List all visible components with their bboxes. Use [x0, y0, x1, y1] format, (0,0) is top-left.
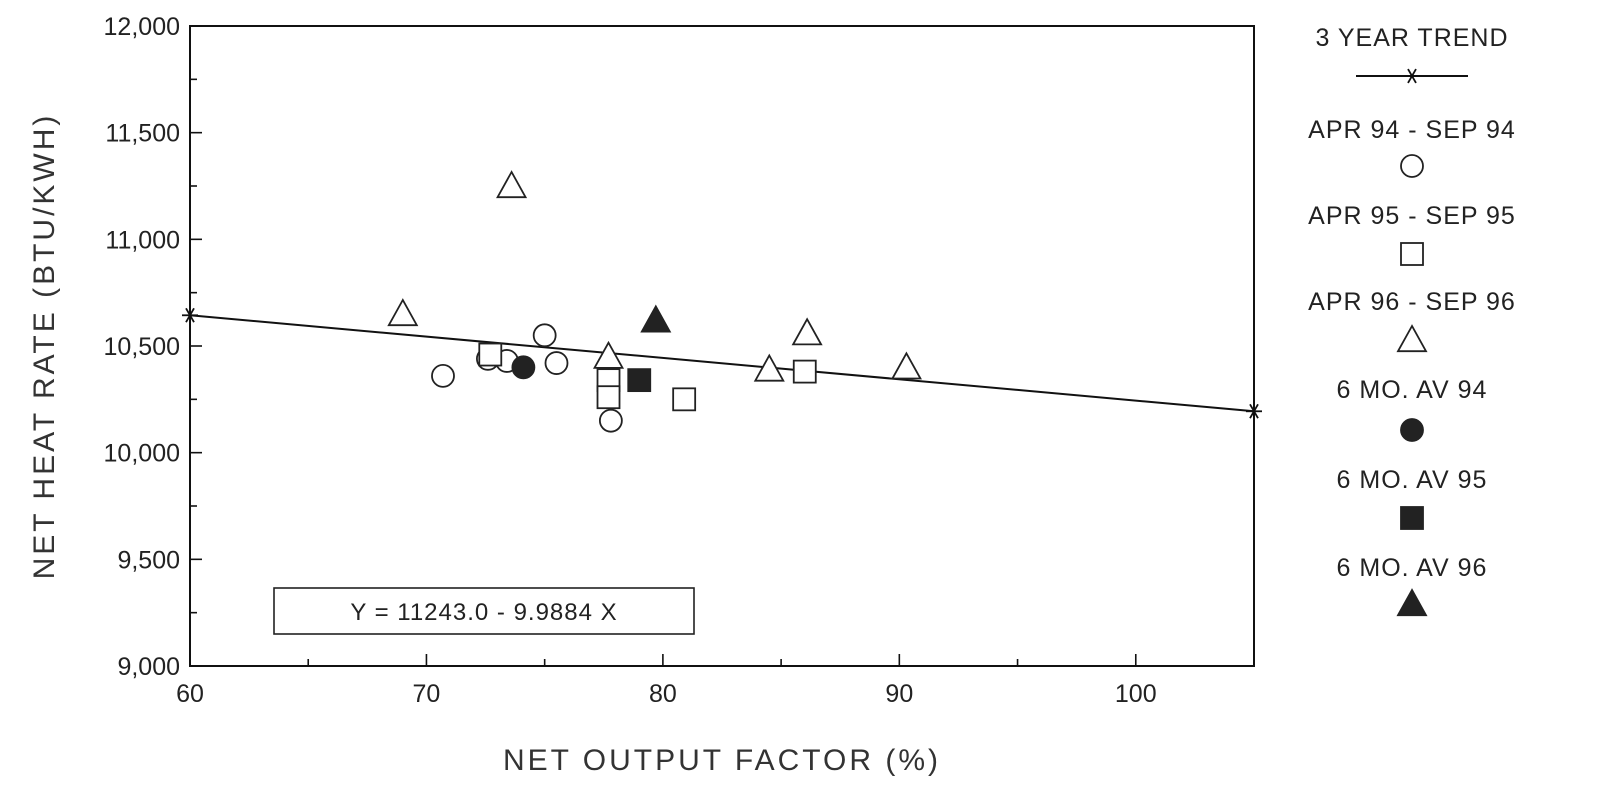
- y-tick-label: 11,000: [105, 226, 180, 254]
- data-point-circle-filled: [511, 355, 536, 380]
- legend-marker-square-filled: [1400, 506, 1424, 530]
- data-point-square-open: [792, 359, 817, 384]
- data-point-triangle-open: [592, 340, 625, 369]
- data-point-circle-open: [431, 363, 455, 388]
- data-point-circle-open: [532, 323, 557, 348]
- data-point-square-open: [596, 385, 621, 410]
- trend-endpoint-star: [182, 307, 198, 323]
- legend-label: 6 MO. AV 95: [1337, 466, 1488, 494]
- legend: 3 YEAR TREND APR 94 - SEP 94 APR 95 - SEP …: [1308, 24, 1516, 617]
- y-tick-label: 12,000: [104, 13, 180, 41]
- data-point-triangle-open: [890, 351, 922, 380]
- trend-endpoint-star: [1246, 403, 1262, 419]
- data-point-triangle-open: [496, 170, 528, 199]
- y-tick-label: 9,000: [117, 653, 180, 681]
- data-point-square-filled: [627, 368, 652, 393]
- y-axis-label: NET HEAT RATE (BTU/KWH): [28, 113, 61, 580]
- legend-label: APR 96 - SEP 96: [1308, 288, 1516, 316]
- data-point-circle-open: [598, 408, 623, 433]
- legend-label: APR 95 - SEP 95: [1308, 202, 1516, 230]
- legend-marker-triangle-filled: [1396, 588, 1428, 617]
- x-axis-label: NET OUTPUT FACTOR (%): [503, 744, 941, 777]
- legend-label: 3 YEAR TREND: [1315, 24, 1508, 52]
- data-point-triangle-open: [791, 317, 823, 346]
- x-tick-labels: 60 70 80 90 100: [176, 680, 1157, 708]
- legend-marker-triangle-open: [1396, 324, 1428, 353]
- equation-text: Y = 11243.0 - 9.9884 X: [350, 599, 617, 626]
- equation-box: Y = 11243.0 - 9.9884 X: [273, 587, 695, 635]
- data-point-triangle-open: [753, 353, 785, 382]
- legend-marker-circle-filled: [1400, 418, 1424, 442]
- trend-line: [189, 314, 1255, 413]
- legend-label: 6 MO. AV 96: [1337, 554, 1488, 582]
- y-tick-label: 11,500: [105, 120, 180, 148]
- data-point-triangle-open: [387, 298, 419, 327]
- data-points: [387, 170, 922, 433]
- data-point-square-open: [478, 342, 503, 367]
- y-tick-label: 9,500: [117, 546, 180, 574]
- trend-line-group: [182, 307, 1262, 419]
- y-tick-label: 10,000: [104, 440, 180, 468]
- plot-frame: [189, 25, 1255, 667]
- y-tick-label: 10,500: [104, 333, 180, 361]
- axis-ticks: [189, 25, 1255, 667]
- data-point-triangle-filled: [640, 304, 672, 333]
- legend-label: 6 MO. AV 94: [1337, 376, 1488, 404]
- legend-label: APR 94 - SEP 94: [1308, 116, 1516, 144]
- legend-marker-square-open: [1400, 242, 1424, 266]
- legend-trend-star: [1404, 68, 1420, 84]
- data-point-circle-open: [544, 351, 569, 375]
- x-tick-label: 60: [176, 680, 204, 708]
- y-tick-labels: 9,000 9,500 10,000 10,500 11,000 11,500 12,000: [104, 13, 180, 681]
- x-tick-label: 90: [885, 680, 913, 708]
- x-tick-label: 80: [649, 680, 677, 708]
- x-tick-label: 100: [1115, 680, 1157, 708]
- x-tick-label: 70: [413, 680, 441, 708]
- data-point-square-open: [672, 387, 697, 412]
- legend-marker-circle-open: [1400, 154, 1424, 178]
